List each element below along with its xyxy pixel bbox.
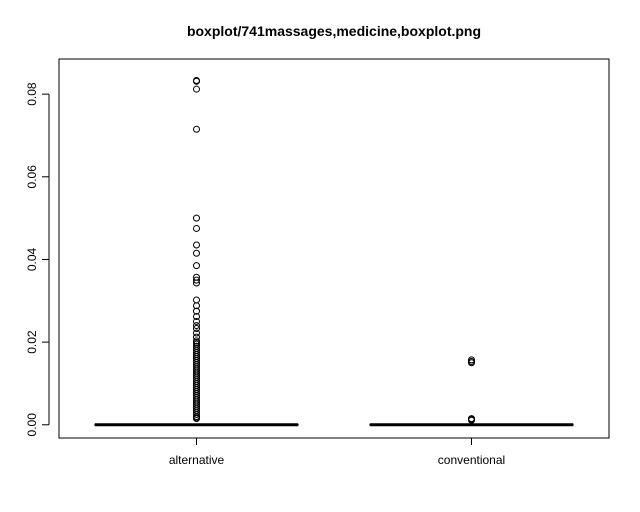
outlier-point <box>193 333 200 341</box>
outlier-point <box>193 415 200 423</box>
y-axis: 0.00 0.02 0.04 0.06 0.08 <box>25 82 50 437</box>
x-axis: alternative conventional <box>169 438 505 467</box>
outlier-point <box>193 224 200 232</box>
y-tick-label: 0.02 <box>25 330 39 354</box>
outlier-point <box>193 317 200 325</box>
outlier-point <box>193 241 200 249</box>
outlier-point <box>468 416 475 424</box>
outlier-point <box>193 214 200 222</box>
outlier-point <box>193 329 200 337</box>
x-tick-label: conventional <box>438 453 505 467</box>
box-alternative <box>94 76 299 427</box>
y-tick-label: 0.06 <box>25 165 39 189</box>
outlier-point <box>193 77 200 85</box>
outlier-point <box>193 322 200 330</box>
y-tick-label: 0.08 <box>25 82 39 106</box>
outlier-point <box>193 296 200 304</box>
x-tick-label: alternative <box>169 453 225 467</box>
outlier-point <box>193 262 200 270</box>
outlier-point <box>193 276 200 284</box>
outlier-point <box>193 85 200 93</box>
outlier-point <box>193 307 200 315</box>
outlier-point <box>193 279 200 287</box>
outlier-point <box>193 249 200 257</box>
y-tick-label: 0.00 <box>25 413 39 437</box>
outlier-point <box>193 324 200 332</box>
outlier-point <box>193 410 200 418</box>
outlier-point <box>193 312 200 320</box>
y-tick-label: 0.04 <box>25 247 39 271</box>
outlier-point <box>193 302 200 310</box>
plot-frame <box>58 58 610 439</box>
chart-title: boxplot/741massages,medicine,boxplot.png <box>187 23 481 39</box>
boxes <box>94 76 574 427</box>
box-conventional <box>369 356 574 427</box>
outlier-point <box>468 359 475 367</box>
outlier-point <box>193 125 200 133</box>
